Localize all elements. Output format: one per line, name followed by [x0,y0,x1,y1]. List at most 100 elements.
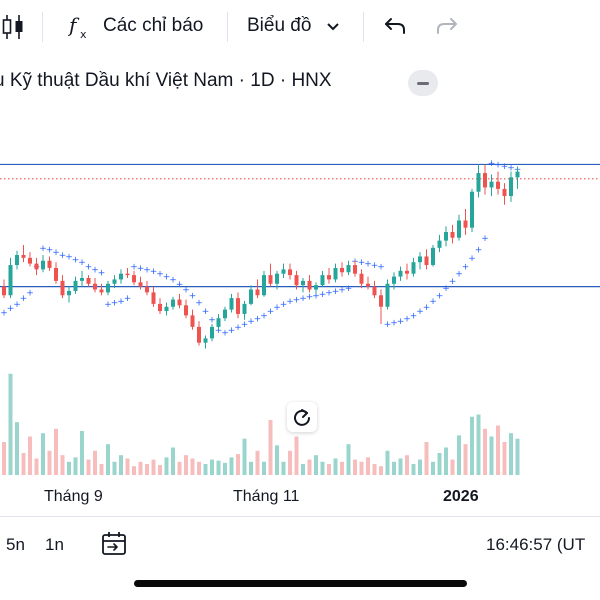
volume-bar [444,447,448,475]
sar-point: + [481,234,489,244]
volume-bar [476,414,481,475]
candle [353,260,357,277]
volume-bar [275,445,279,475]
candle [21,244,26,263]
candle [255,279,260,299]
volume-bar [203,464,208,475]
candle-body [353,265,357,274]
candle [515,167,520,189]
candle [424,249,429,270]
reset-chart-button[interactable] [287,402,317,432]
sar-point: + [436,291,444,301]
chart-type-button[interactable]: Biểu đồ [247,15,312,36]
sar-point: + [494,160,502,170]
function-icon[interactable]: f x [67,12,92,41]
sar-point: + [111,298,119,308]
toolbar-divider [363,12,364,42]
volume-bar [424,442,429,475]
sar-point: + [20,294,28,304]
volume-bar [496,425,500,475]
candle-body [177,299,182,306]
indicators-button[interactable]: Các chỉ báo [103,15,204,36]
candle [236,292,240,319]
candle [190,309,195,330]
candle-body [112,279,117,284]
candle [327,267,331,284]
volume-bar [483,428,487,475]
toolbar-divider [42,12,43,42]
candle-body [73,280,78,291]
sar-point: + [384,320,392,330]
volume-bar [229,457,234,475]
candle [229,293,234,313]
candle [106,280,110,296]
candle-body [86,278,91,284]
sar-point: + [280,300,288,310]
candle-body [418,256,422,263]
volume-bar [60,455,65,475]
volume-bar [385,450,390,475]
undo-icon[interactable] [383,14,409,38]
sar-point: + [143,265,151,275]
sar-point: + [338,286,346,296]
candle [80,270,84,287]
symbol-title[interactable]: ụ Kỹ thuật Dầu khí Việt Nam · 1D · HNX [0,70,332,91]
candle [379,289,383,324]
go-to-date-icon[interactable] [100,531,128,557]
svg-text:f: f [68,13,80,37]
sar-point: + [468,254,476,264]
volume-bar [34,458,39,475]
candle-body [489,181,494,188]
candle [138,276,143,290]
volume-bar [99,464,104,475]
sar-point: + [423,303,431,313]
candle [483,164,487,195]
price-chart[interactable]: ++++++++++++++++++++++++++++++++++++++++… [0,140,600,480]
candle-body [359,273,364,284]
volume-bar [515,438,520,475]
sar-point: + [7,304,15,314]
candle [398,266,403,281]
range-1n-button[interactable]: 1n [45,535,64,554]
candle-body [21,255,26,258]
collapse-legend-button[interactable] [408,70,438,96]
candle-body [275,273,279,284]
volume-bar [112,461,117,475]
candle [502,183,507,205]
volume-bar [54,428,58,475]
volume-bar [190,458,195,475]
sar-point: + [286,297,294,307]
candle [314,282,318,294]
x-tick-label: Tháng 9 [44,488,103,505]
candle [437,234,442,253]
volume-bar [346,444,351,475]
candle [54,262,58,284]
volume-bars [2,373,520,475]
clock-display[interactable]: 16:46:57 (UT [486,535,586,554]
candle-body [405,270,409,274]
candle-body [496,181,500,189]
range-5n-button[interactable]: 5n [6,535,25,554]
candle [281,263,286,278]
candle [177,293,182,309]
sar-point: + [488,159,496,169]
parabolic-sar: ++++++++++++++++++++++++++++++++++++++++… [0,159,521,339]
candle-body [320,275,325,286]
candle-body [132,275,136,283]
volume-bar [327,464,331,475]
redo-icon[interactable] [433,14,459,38]
sar-point: + [312,291,320,301]
candles-icon[interactable] [0,12,26,42]
candle [333,263,338,283]
sar-point: + [85,263,93,273]
sar-point: + [59,251,67,261]
candle [216,313,221,330]
chevron-down-icon[interactable] [326,20,340,32]
volume-bar [502,442,507,475]
sar-point: + [390,319,398,329]
candle [294,270,299,290]
sar-point: + [273,303,281,313]
volume-bar [236,454,240,475]
sar-point: + [260,311,268,321]
volume-bar [255,450,260,475]
